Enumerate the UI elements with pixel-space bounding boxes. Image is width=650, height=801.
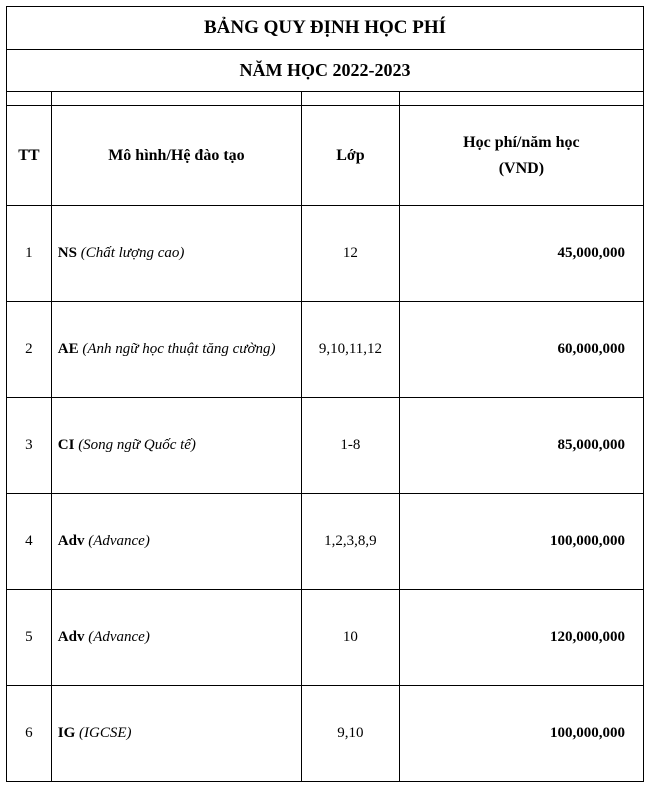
cell-class: 1,2,3,8,9 <box>302 494 400 590</box>
title-sub: NĂM HỌC 2022-2023 <box>7 50 644 92</box>
cell-model: Adv (Advance) <box>51 494 301 590</box>
cell-tt: 6 <box>7 686 52 782</box>
model-desc: (Anh ngữ học thuật tăng cường) <box>82 341 275 357</box>
cell-tt: 1 <box>7 206 52 302</box>
header-fee: Học phí/năm học (VND) <box>399 106 643 206</box>
table-header-row: TT Mô hình/Hệ đào tạo Lớp Học phí/năm họ… <box>7 106 644 206</box>
cell-fee: 60,000,000 <box>399 302 643 398</box>
model-code: CI <box>58 437 75 453</box>
cell-fee: 100,000,000 <box>399 686 643 782</box>
cell-class: 1-8 <box>302 398 400 494</box>
header-fee-line1: Học phí/năm học <box>463 134 579 151</box>
model-desc: (Song ngữ Quốc tế) <box>78 437 196 453</box>
title-main-row: BẢNG QUY ĐỊNH HỌC PHÍ <box>7 7 644 50</box>
table-row: 4Adv (Advance)1,2,3,8,9100,000,000 <box>7 494 644 590</box>
model-desc: (IGCSE) <box>79 725 132 741</box>
header-model: Mô hình/Hệ đào tạo <box>51 106 301 206</box>
table-row: 1NS (Chất lượng cao)1245,000,000 <box>7 206 644 302</box>
cell-fee: 100,000,000 <box>399 494 643 590</box>
cell-model: IG (IGCSE) <box>51 686 301 782</box>
model-code: AE <box>58 341 79 357</box>
header-class: Lớp <box>302 106 400 206</box>
cell-fee: 45,000,000 <box>399 206 643 302</box>
table-row: 2AE (Anh ngữ học thuật tăng cường)9,10,1… <box>7 302 644 398</box>
cell-fee: 120,000,000 <box>399 590 643 686</box>
cell-model: AE (Anh ngữ học thuật tăng cường) <box>51 302 301 398</box>
cell-tt: 5 <box>7 590 52 686</box>
cell-model: NS (Chất lượng cao) <box>51 206 301 302</box>
cell-class: 10 <box>302 590 400 686</box>
model-desc: (Advance) <box>88 533 150 549</box>
header-tt: TT <box>7 106 52 206</box>
model-desc: (Chất lượng cao) <box>81 245 185 261</box>
cell-model: CI (Song ngữ Quốc tế) <box>51 398 301 494</box>
table-row: 5Adv (Advance)10120,000,000 <box>7 590 644 686</box>
cell-class: 9,10 <box>302 686 400 782</box>
cell-model: Adv (Advance) <box>51 590 301 686</box>
cell-class: 12 <box>302 206 400 302</box>
cell-tt: 2 <box>7 302 52 398</box>
cell-tt: 3 <box>7 398 52 494</box>
cell-fee: 85,000,000 <box>399 398 643 494</box>
model-code: Adv <box>58 629 85 645</box>
cell-class: 9,10,11,12 <box>302 302 400 398</box>
title-main: BẢNG QUY ĐỊNH HỌC PHÍ <box>7 7 644 50</box>
tuition-table: BẢNG QUY ĐỊNH HỌC PHÍ NĂM HỌC 2022-2023 … <box>6 6 644 782</box>
model-desc: (Advance) <box>88 629 150 645</box>
model-code: IG <box>58 725 76 741</box>
title-sub-row: NĂM HỌC 2022-2023 <box>7 50 644 92</box>
model-code: NS <box>58 245 77 261</box>
cell-tt: 4 <box>7 494 52 590</box>
model-code: Adv <box>58 533 85 549</box>
table-row: 6IG (IGCSE)9,10100,000,000 <box>7 686 644 782</box>
table-row: 3CI (Song ngữ Quốc tế)1-885,000,000 <box>7 398 644 494</box>
header-fee-line2: (VND) <box>499 160 544 177</box>
spacer-row <box>7 92 644 106</box>
